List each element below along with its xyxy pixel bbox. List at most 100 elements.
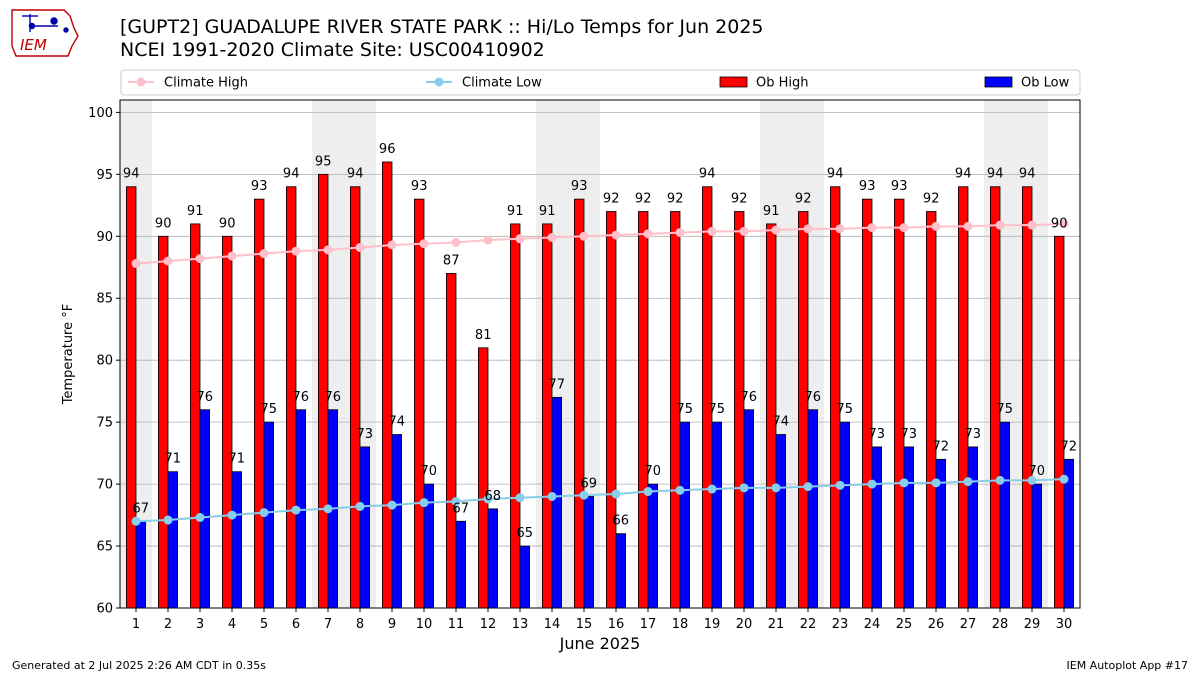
ob-low-label-day-26: 72 — [933, 439, 950, 454]
climate-low-point-day-23 — [835, 480, 845, 490]
climate-high-point-day-6 — [291, 246, 301, 256]
x-tick-label-22: 22 — [800, 617, 817, 632]
ob-high-label-day-9: 96 — [379, 142, 396, 157]
weather-station-icon — [22, 14, 69, 33]
climate-high-point-day-26 — [931, 221, 941, 231]
logo-text: IEM — [20, 36, 47, 54]
ob-low-label-day-27: 73 — [965, 427, 982, 442]
climate-high-point-day-2 — [163, 256, 173, 266]
x-tick-label-26: 26 — [928, 617, 945, 632]
ob-high-bar-day-3 — [189, 223, 201, 609]
ob-low-label-day-18: 75 — [677, 402, 694, 417]
legend-marker-climate-low — [434, 77, 444, 87]
bars — [126, 161, 1075, 609]
climate-high-point-day-23 — [835, 224, 845, 234]
ob-high-bar-day-19 — [702, 186, 713, 609]
ob-low-bar-day-13 — [519, 545, 531, 609]
ob-low-label-day-17: 70 — [645, 464, 662, 479]
ob-high-label-day-23: 94 — [827, 167, 844, 182]
ob-high-bar-day-4 — [221, 235, 233, 609]
x-tick-label-14: 14 — [544, 617, 561, 632]
climate-low-point-day-14 — [547, 491, 557, 501]
climate-high-point-day-27 — [963, 221, 973, 231]
x-tick-label-7: 7 — [324, 617, 332, 632]
ob-high-label-day-30: 90 — [1051, 216, 1068, 231]
ob-low-label-day-6: 76 — [293, 390, 310, 405]
ob-low-label-day-25: 73 — [901, 427, 918, 442]
ob-low-label-day-13: 65 — [517, 526, 534, 541]
ob-high-bar-day-30 — [1054, 235, 1065, 609]
ob-high-bar-day-10 — [413, 198, 425, 609]
ob-high-bar-day-24 — [862, 198, 873, 609]
climate-low-point-day-16 — [611, 489, 621, 499]
climate-high-point-day-29 — [1027, 220, 1037, 230]
ob-low-label-day-2: 71 — [165, 452, 182, 467]
ob-low-bar-day-24 — [871, 446, 883, 609]
ob-high-label-day-6: 94 — [283, 167, 300, 182]
ob-low-bar-day-23 — [839, 421, 851, 609]
ob-low-label-day-11: 67 — [453, 501, 470, 516]
ob-low-bar-day-28 — [999, 421, 1011, 609]
y-tick-label-90: 90 — [96, 230, 113, 245]
legend-swatch-ob-low — [984, 76, 1013, 88]
y-tick-label-70: 70 — [96, 478, 113, 493]
ob-high-label-day-20: 92 — [731, 192, 748, 207]
iem-logo: IEM — [11, 9, 79, 57]
ob-high-label-day-17: 92 — [635, 192, 652, 207]
climate-low-point-day-18 — [675, 485, 685, 495]
ob-high-bar-day-9 — [381, 161, 393, 609]
climate-low-point-day-27 — [963, 477, 973, 487]
ob-low-bar-day-20 — [743, 409, 755, 609]
ob-high-bar-day-27 — [958, 186, 969, 609]
x-tick-label-16: 16 — [608, 617, 625, 632]
ob-low-bar-day-12 — [487, 508, 499, 609]
ob-high-bar-day-26 — [926, 211, 937, 609]
climate-low-point-day-25 — [899, 478, 909, 488]
ob-low-label-day-15: 69 — [581, 476, 598, 491]
climate-high-point-day-25 — [899, 223, 909, 233]
climate-low-point-day-30 — [1059, 474, 1069, 484]
ob-low-label-day-23: 75 — [837, 402, 854, 417]
ob-low-bar-day-29 — [1031, 483, 1043, 609]
legend-item-climate-low: Climate Low — [426, 76, 542, 91]
ob-low-label-day-20: 76 — [741, 390, 758, 405]
x-tick-label-15: 15 — [576, 617, 593, 632]
ob-low-label-day-3: 76 — [197, 390, 214, 405]
climate-high-point-day-17 — [643, 229, 653, 239]
ob-high-label-day-28: 94 — [987, 167, 1004, 182]
climate-low-point-day-28 — [995, 475, 1005, 485]
ob-low-label-day-19: 75 — [709, 402, 726, 417]
climate-low-point-day-19 — [707, 484, 717, 494]
ob-high-label-day-11: 87 — [443, 253, 460, 268]
legend-swatch-ob-high — [719, 76, 748, 88]
ob-high-bar-day-2 — [157, 235, 169, 609]
ob-high-bar-day-1 — [126, 186, 137, 609]
ob-low-label-day-1: 67 — [133, 501, 150, 516]
climate-low-point-day-2 — [163, 515, 173, 525]
x-tick-label-11: 11 — [448, 617, 465, 632]
ob-high-label-day-14: 91 — [539, 204, 556, 219]
climate-high-point-day-14 — [547, 233, 557, 243]
climate-low-point-day-9 — [387, 500, 397, 510]
ob-low-bar-day-22 — [807, 409, 819, 609]
ob-high-label-day-27: 94 — [955, 167, 972, 182]
ob-high-label-day-16: 92 — [603, 192, 620, 207]
y-tick-label-65: 65 — [96, 540, 113, 555]
ob-high-bar-day-28 — [990, 186, 1001, 609]
ob-high-bar-day-17 — [638, 211, 649, 609]
ob-low-bar-day-9 — [391, 434, 403, 609]
climate-high-point-day-19 — [707, 226, 717, 236]
climate-high-point-day-12 — [483, 235, 493, 245]
x-tick-label-6: 6 — [292, 617, 300, 632]
climate-low-point-day-26 — [931, 478, 941, 488]
x-tick-label-5: 5 — [260, 617, 268, 632]
x-tick-label-13: 13 — [512, 617, 529, 632]
climate-low-point-day-7 — [323, 504, 333, 514]
ob-low-bar-day-8 — [359, 446, 371, 609]
climate-low-point-day-10 — [419, 498, 429, 508]
climate-low-point-day-8 — [355, 501, 365, 511]
x-tick-label-25: 25 — [896, 617, 913, 632]
ob-high-label-day-12: 81 — [475, 328, 492, 343]
ob-low-label-day-21: 74 — [773, 415, 790, 430]
ob-high-label-day-18: 92 — [667, 192, 684, 207]
